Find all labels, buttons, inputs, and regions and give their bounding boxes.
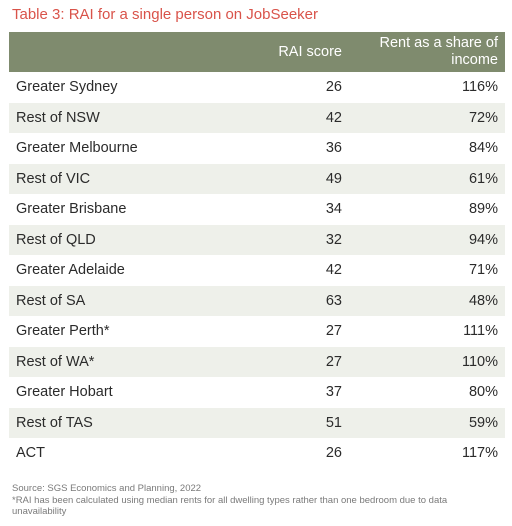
table-row: Rest of WA* 27 110% xyxy=(9,346,505,377)
table-row: Rest of VIC 49 61% xyxy=(9,163,505,194)
rent-share-cell: 72% xyxy=(349,102,505,133)
table-row: Rest of SA 63 48% xyxy=(9,285,505,316)
asterisk-note: *RAI has been calculated using median re… xyxy=(12,494,448,518)
rai-score-cell: 49 xyxy=(209,163,349,194)
rai-score-cell: 37 xyxy=(325,384,342,401)
rai-score-cell: 42 xyxy=(325,262,342,279)
region-cell: ACT xyxy=(16,445,45,462)
rai-score-cell: 42 xyxy=(209,102,349,133)
rent-share-cell: 80% xyxy=(468,384,498,401)
region-cell: Greater Brisbane xyxy=(16,201,127,218)
region-cell: Greater Perth* xyxy=(16,323,110,340)
rent-share-cell: 110% xyxy=(349,346,505,377)
table-row: ACT 26 117% xyxy=(9,438,505,469)
source-note: Source: SGS Economics and Planning, 2022 xyxy=(12,483,202,494)
region-cell: Greater Hobart xyxy=(16,384,113,401)
footnotes: Source: SGS Economics and Planning, 2022… xyxy=(12,483,504,518)
rai-score-cell: 26 xyxy=(325,79,342,96)
region-cell: Rest of TAS xyxy=(9,407,209,438)
table-row: Greater Brisbane 34 89% xyxy=(9,194,505,225)
table-row: Rest of TAS 51 59% xyxy=(9,407,505,438)
region-cell: Rest of VIC xyxy=(9,163,209,194)
table-row: Rest of QLD 32 94% xyxy=(9,224,505,255)
rent-share-cell: 59% xyxy=(349,407,505,438)
rai-score-cell: 36 xyxy=(325,140,342,157)
region-cell: Rest of QLD xyxy=(9,224,209,255)
header-region xyxy=(9,32,209,72)
table-row: Greater Sydney 26 116% xyxy=(9,72,505,103)
rent-share-cell: 89% xyxy=(468,201,498,218)
table-row: Greater Hobart 37 80% xyxy=(9,377,505,408)
rai-table: RAI score Rent as a share of income Grea… xyxy=(9,32,505,469)
table-row: Greater Perth* 27 111% xyxy=(9,316,505,347)
rent-share-cell: 117% xyxy=(461,445,498,462)
table-row: Greater Melbourne 36 84% xyxy=(9,133,505,164)
rent-share-cell: 111% xyxy=(463,323,498,340)
rai-score-cell: 32 xyxy=(209,224,349,255)
rent-share-cell: 84% xyxy=(468,140,498,157)
region-cell: Rest of WA* xyxy=(9,346,209,377)
header-rent-share: Rent as a share of income xyxy=(349,32,505,72)
rai-score-cell: 63 xyxy=(209,285,349,316)
rent-share-cell: 94% xyxy=(349,224,505,255)
region-cell: Rest of NSW xyxy=(9,102,209,133)
table-row: Rest of NSW 42 72% xyxy=(9,102,505,133)
table-row: Greater Adelaide 42 71% xyxy=(9,255,505,286)
region-cell: Greater Adelaide xyxy=(16,262,125,279)
rai-score-cell: 27 xyxy=(325,323,342,340)
rent-share-cell: 116% xyxy=(461,79,498,96)
region-cell: Greater Melbourne xyxy=(16,140,138,157)
header-row: RAI score Rent as a share of income xyxy=(9,32,505,72)
rent-share-cell: 48% xyxy=(349,285,505,316)
rent-share-cell: 61% xyxy=(349,163,505,194)
rai-score-cell: 27 xyxy=(209,346,349,377)
region-cell: Rest of SA xyxy=(9,285,209,316)
table-title: Table 3: RAI for a single person on JobS… xyxy=(12,6,319,23)
region-cell: Greater Sydney xyxy=(16,79,118,96)
rai-score-cell: 26 xyxy=(325,445,342,462)
rai-score-cell: 51 xyxy=(209,407,349,438)
rent-share-cell: 71% xyxy=(468,262,498,279)
rai-score-cell: 34 xyxy=(325,201,342,218)
header-rai-score: RAI score xyxy=(209,32,349,72)
